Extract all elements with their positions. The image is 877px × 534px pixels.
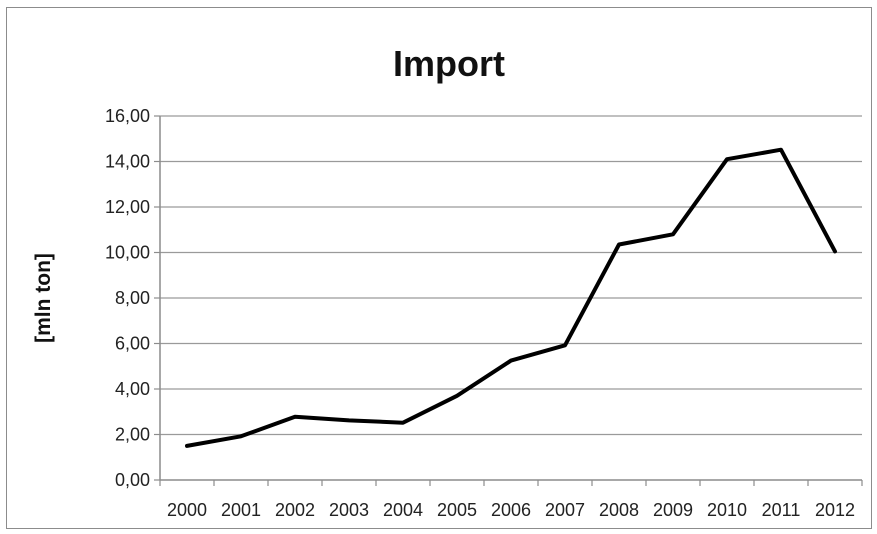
x-tick-label: 2012	[815, 500, 855, 520]
data-point	[185, 444, 189, 448]
y-tick-label: 0,00	[115, 470, 150, 490]
y-tick-label: 6,00	[115, 334, 150, 354]
data-point	[671, 232, 675, 236]
y-tick-labels: 0,00 2,00 4,00 6,00 8,00 10,00 12,00 14,00 16,00	[105, 106, 150, 490]
chart-title: Import	[393, 43, 505, 84]
y-tick-label: 16,00	[105, 106, 150, 126]
x-tick-label: 2005	[437, 500, 477, 520]
x-tick-label: 2009	[653, 500, 693, 520]
data-point	[455, 394, 459, 398]
y-axis-label: [mln ton]	[32, 253, 55, 343]
data-point	[347, 418, 351, 422]
x-tick-labels: 2000 2001 2002 2003 2004 2005 2006 2007 2008 2009…	[167, 500, 855, 520]
y-tick-label: 8,00	[115, 288, 150, 308]
chart-frame	[6, 7, 872, 529]
series-layer	[185, 147, 837, 448]
gridlines	[160, 115, 862, 436]
y-tick-label: 4,00	[115, 379, 150, 399]
x-tick-label: 2001	[221, 500, 261, 520]
y-tick-label: 14,00	[105, 152, 150, 172]
x-tick-label: 2011	[762, 500, 801, 520]
y-tick-label: 12,00	[105, 197, 150, 217]
data-point	[725, 157, 729, 161]
x-tick-label: 2004	[383, 500, 423, 520]
x-tick-label: 2006	[491, 500, 531, 520]
data-point	[401, 421, 405, 425]
y-tick-label: 10,00	[105, 243, 150, 263]
data-point	[833, 249, 837, 253]
data-point	[563, 343, 567, 347]
data-point	[617, 243, 621, 247]
x-tick-label: 2002	[275, 500, 315, 520]
data-point	[239, 434, 243, 438]
data-point	[509, 359, 513, 363]
x-tick-label: 2003	[329, 500, 369, 520]
y-tick-label: 2,00	[115, 425, 150, 445]
x-tick-label: 2008	[599, 500, 639, 520]
x-tick-label: 2010	[707, 500, 747, 520]
x-tick-label: 2000	[167, 500, 207, 520]
x-tick-label: 2007	[545, 500, 585, 520]
data-point	[779, 148, 783, 152]
data-point	[293, 415, 297, 419]
axes	[154, 115, 863, 486]
